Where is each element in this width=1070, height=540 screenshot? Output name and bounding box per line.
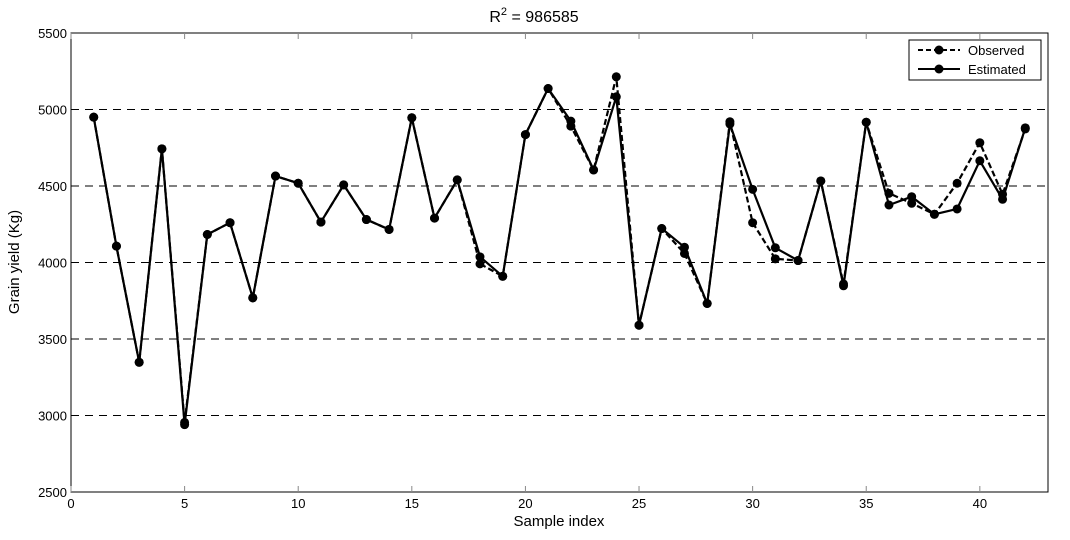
data-point [566, 116, 576, 126]
y-tick-label: 4500 [38, 179, 67, 194]
data-point [725, 119, 735, 129]
data-point [907, 192, 917, 202]
data-point [157, 144, 167, 154]
y-tick-label: 3500 [38, 332, 67, 347]
x-tick-label: 35 [859, 496, 873, 511]
chart-title: R2 = 986585 [489, 6, 578, 26]
data-point [498, 271, 508, 281]
data-point [793, 256, 803, 266]
legend-box [908, 39, 1042, 81]
data-point [770, 254, 780, 264]
x-tick-label: 10 [291, 496, 305, 511]
data-point [475, 252, 485, 262]
y-tick-label: 3000 [38, 409, 67, 424]
data-point [270, 171, 280, 181]
y-tick-label: 4000 [38, 256, 67, 271]
legend-estimated-marker [934, 64, 944, 74]
data-point [702, 299, 712, 309]
series-line [92, 87, 1027, 426]
data-point [748, 184, 758, 194]
data-point [998, 194, 1008, 204]
data-point [611, 92, 621, 102]
y-tick-label: 5500 [38, 26, 67, 41]
data-point [248, 293, 258, 303]
x-tick-label: 20 [518, 496, 532, 511]
x-axis-label: Sample index [514, 513, 605, 530]
series-line [92, 75, 1027, 424]
x-tick-label: 40 [973, 496, 987, 511]
data-point [611, 72, 621, 82]
data-point [384, 224, 394, 234]
data-point [907, 198, 917, 208]
data-point [657, 224, 667, 234]
series-observed [89, 72, 1030, 427]
x-tick-label: 15 [405, 496, 419, 511]
y-tick-label: 2500 [38, 485, 67, 500]
data-point [1020, 123, 1030, 133]
x-tick-label: 25 [632, 496, 646, 511]
data-point [975, 156, 985, 166]
title-superscript: 2 [501, 6, 507, 18]
legend: Observed Estimated [908, 39, 1042, 81]
data-point [202, 230, 212, 240]
title-rest: = 986585 [507, 9, 579, 26]
data-point [975, 138, 985, 148]
data-point [679, 242, 689, 252]
legend-estimated-label: Estimated [968, 62, 1026, 77]
data-point [816, 176, 826, 186]
x-tick-label: 30 [745, 496, 759, 511]
data-point [475, 259, 485, 269]
data-point [407, 113, 417, 123]
series-layer [89, 72, 1030, 430]
data-point [225, 218, 235, 228]
plot-area-frame [70, 32, 1049, 493]
data-point [293, 178, 303, 188]
data-point [134, 357, 144, 367]
series-estimated [89, 84, 1030, 430]
data-point [748, 218, 758, 228]
legend-observed-label: Observed [968, 43, 1024, 58]
data-point [89, 112, 99, 122]
x-tick-label: 5 [181, 496, 188, 511]
data-point [520, 130, 530, 140]
data-point [929, 209, 939, 219]
y-axis-ticks: 2500 3000 3500 4000 4500 5000 5500 [38, 26, 67, 500]
data-point [884, 200, 894, 210]
y-tick-label: 5000 [38, 103, 67, 118]
y-axis-label: Grain yield (Kg) [6, 210, 23, 314]
data-point [111, 241, 121, 251]
legend-observed-marker [934, 45, 944, 55]
data-point [634, 320, 644, 330]
title-base: R [489, 9, 501, 26]
data-point [861, 117, 871, 127]
data-point [589, 165, 599, 175]
data-point [361, 215, 371, 225]
data-point [839, 281, 849, 291]
data-point [180, 420, 190, 430]
x-axis-ticks: 0 5 10 15 20 25 30 35 40 [67, 33, 987, 511]
data-point [316, 217, 326, 227]
data-point [543, 84, 553, 94]
data-point [770, 243, 780, 253]
data-point [339, 180, 349, 190]
data-point [952, 204, 962, 214]
data-point [430, 213, 440, 223]
grid-lines [71, 109, 1048, 416]
x-tick-label: 0 [67, 496, 74, 511]
data-point [452, 175, 462, 185]
data-point [952, 178, 962, 188]
